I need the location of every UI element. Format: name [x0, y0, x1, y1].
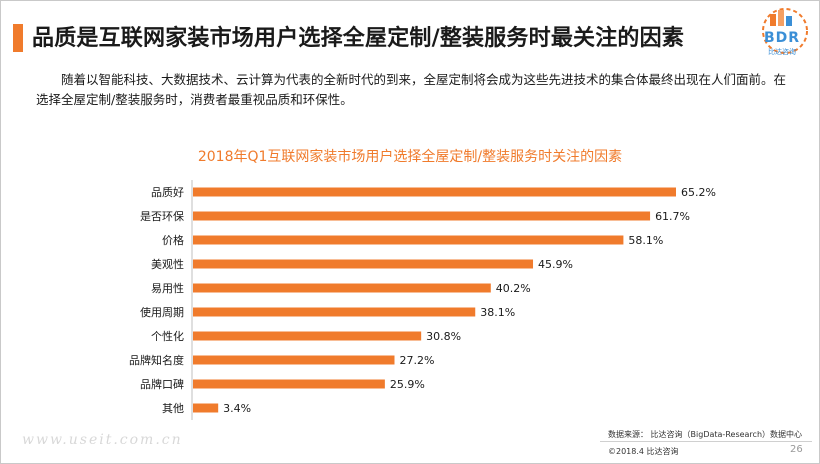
data-label: 25.9%: [390, 378, 425, 391]
category-label: 是否环保: [140, 209, 184, 223]
page-number: 26: [790, 444, 803, 455]
bar: [193, 283, 491, 293]
category-label: 价格: [162, 233, 184, 247]
bar: [193, 235, 624, 245]
data-label: 40.2%: [496, 282, 531, 295]
data-label: 45.9%: [538, 258, 573, 271]
bdr-logo-icon: [762, 8, 808, 54]
logo-text: BDR: [764, 30, 801, 46]
data-label: 65.2%: [681, 186, 716, 199]
bar: [193, 187, 676, 197]
data-source: 数据来源： 比达咨询（BigData-Research）数据中心: [608, 430, 803, 439]
watermark: www.useit.com.cn: [22, 432, 183, 448]
footer-divider: [600, 441, 812, 442]
category-label: 美观性: [151, 257, 184, 271]
data-label: 30.8%: [426, 330, 461, 343]
bar: [193, 331, 422, 341]
category-label: 其他: [162, 402, 184, 415]
logo-subtitle: 比达咨询: [768, 48, 796, 56]
page-title: 品质是互联网家装市场用户选择全屋定制/整装服务时最关注的因素: [32, 26, 685, 51]
bar: [193, 211, 651, 221]
category-label: 使用周期: [140, 306, 184, 319]
intro-paragraph: 随着以智能科技、大数据技术、云计算为代表的全新时代的到来，全屋定制将会成为这些先…: [36, 72, 787, 107]
category-label: 品质好: [151, 185, 184, 199]
bar: [193, 259, 534, 269]
category-label: 品牌口碑: [140, 377, 184, 391]
copyright: ©2018.4 比达咨询: [608, 447, 679, 456]
data-label: 58.1%: [628, 234, 663, 247]
bar: [193, 379, 385, 389]
bar: [193, 355, 395, 365]
category-label: 品牌知名度: [129, 353, 184, 367]
category-label: 个性化: [151, 329, 184, 343]
bar: [193, 307, 476, 317]
chart-title: 2018年Q1互联网家装市场用户选择全屋定制/整装服务时关注的因素: [197, 149, 623, 165]
category-label: 易用性: [151, 281, 184, 295]
data-label: 27.2%: [399, 354, 434, 367]
bar: [193, 403, 219, 413]
data-label: 3.4%: [223, 402, 251, 415]
data-label: 61.7%: [655, 210, 690, 223]
title-accent-bar: [13, 24, 23, 52]
data-label: 38.1%: [480, 306, 515, 319]
